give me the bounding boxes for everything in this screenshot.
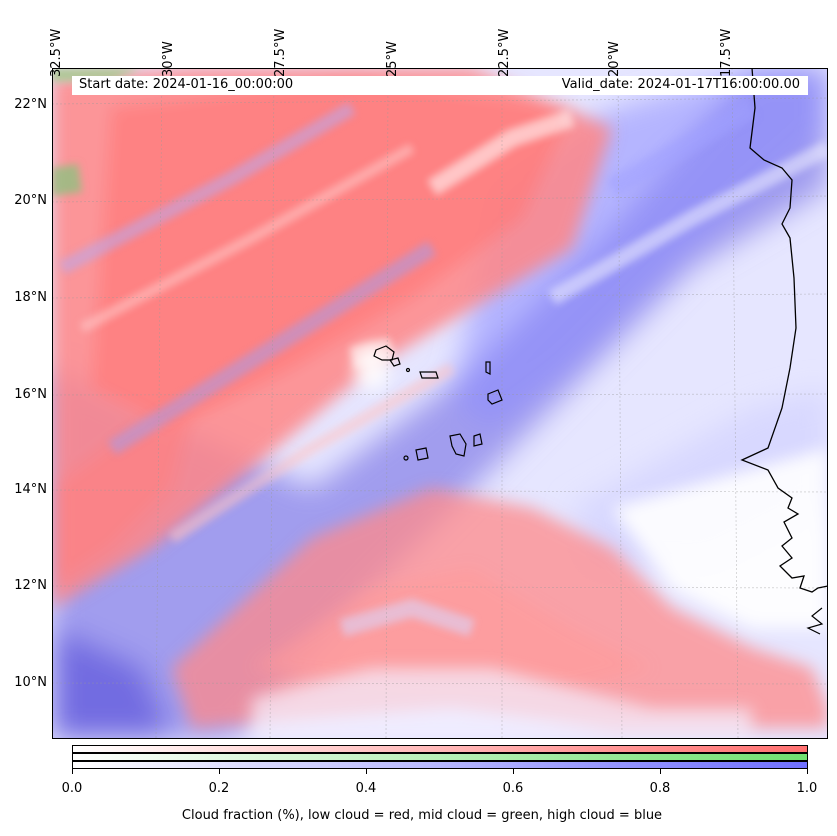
colorbar-tick-label: 0.0 xyxy=(61,781,83,796)
valid-date-text: Valid_date: 2024-01-17T16:00:00.00 xyxy=(561,77,800,92)
colorbar-tick-label: 0.2 xyxy=(208,781,230,796)
cloud-fraction-map xyxy=(52,68,828,739)
gridlines xyxy=(52,68,828,739)
lat-label: 20°N xyxy=(14,193,47,208)
colorbar-tick-label: 1.0 xyxy=(796,781,818,796)
colorbar-mid xyxy=(72,753,808,761)
colorbar-tick-label: 0.4 xyxy=(355,781,377,796)
colorbar-tickmark xyxy=(513,769,514,774)
colorbar-tickmark xyxy=(72,769,73,774)
africa-coastline xyxy=(740,68,828,593)
colorbar-tickmark xyxy=(807,769,808,774)
lat-label: 12°N xyxy=(14,578,47,593)
colorbar-tickmark xyxy=(660,769,661,774)
colorbar-tick-label: 0.6 xyxy=(502,781,524,796)
colorbar xyxy=(72,745,808,769)
colorbar-tick-label: 0.8 xyxy=(649,781,671,796)
cloud-streaks xyxy=(58,99,828,637)
date-info-box: Start date: 2024-01-16_00:00:00 Valid_da… xyxy=(72,76,808,95)
cape-verde-islands xyxy=(373,345,503,461)
lat-label: 14°N xyxy=(14,482,47,497)
lat-label: 22°N xyxy=(14,97,47,112)
lat-label: 16°N xyxy=(14,387,47,402)
map-panel xyxy=(52,68,828,739)
lon-label: 20°W xyxy=(607,41,622,77)
colorbar-label: Cloud fraction (%), low cloud = red, mid… xyxy=(181,808,663,823)
colorbar-tickmark xyxy=(219,769,220,774)
lon-label: 30°W xyxy=(161,41,176,77)
lon-label: 32.5°W xyxy=(49,28,64,77)
start-date-text: Start date: 2024-01-16_00:00:00 xyxy=(79,77,294,92)
lat-label: 18°N xyxy=(14,290,47,305)
lon-label: 22.5°W xyxy=(497,28,512,77)
lat-label: 10°N xyxy=(14,675,47,690)
clear-sky-areas xyxy=(252,346,828,739)
colorbar-low xyxy=(72,745,808,753)
colorbar-high xyxy=(72,761,808,769)
colorbar-tickmark xyxy=(366,769,367,774)
lon-label: 25°W xyxy=(385,41,400,77)
lon-label: 17.5°W xyxy=(719,28,734,77)
lon-label: 27.5°W xyxy=(273,28,288,77)
map-frame xyxy=(52,68,828,739)
